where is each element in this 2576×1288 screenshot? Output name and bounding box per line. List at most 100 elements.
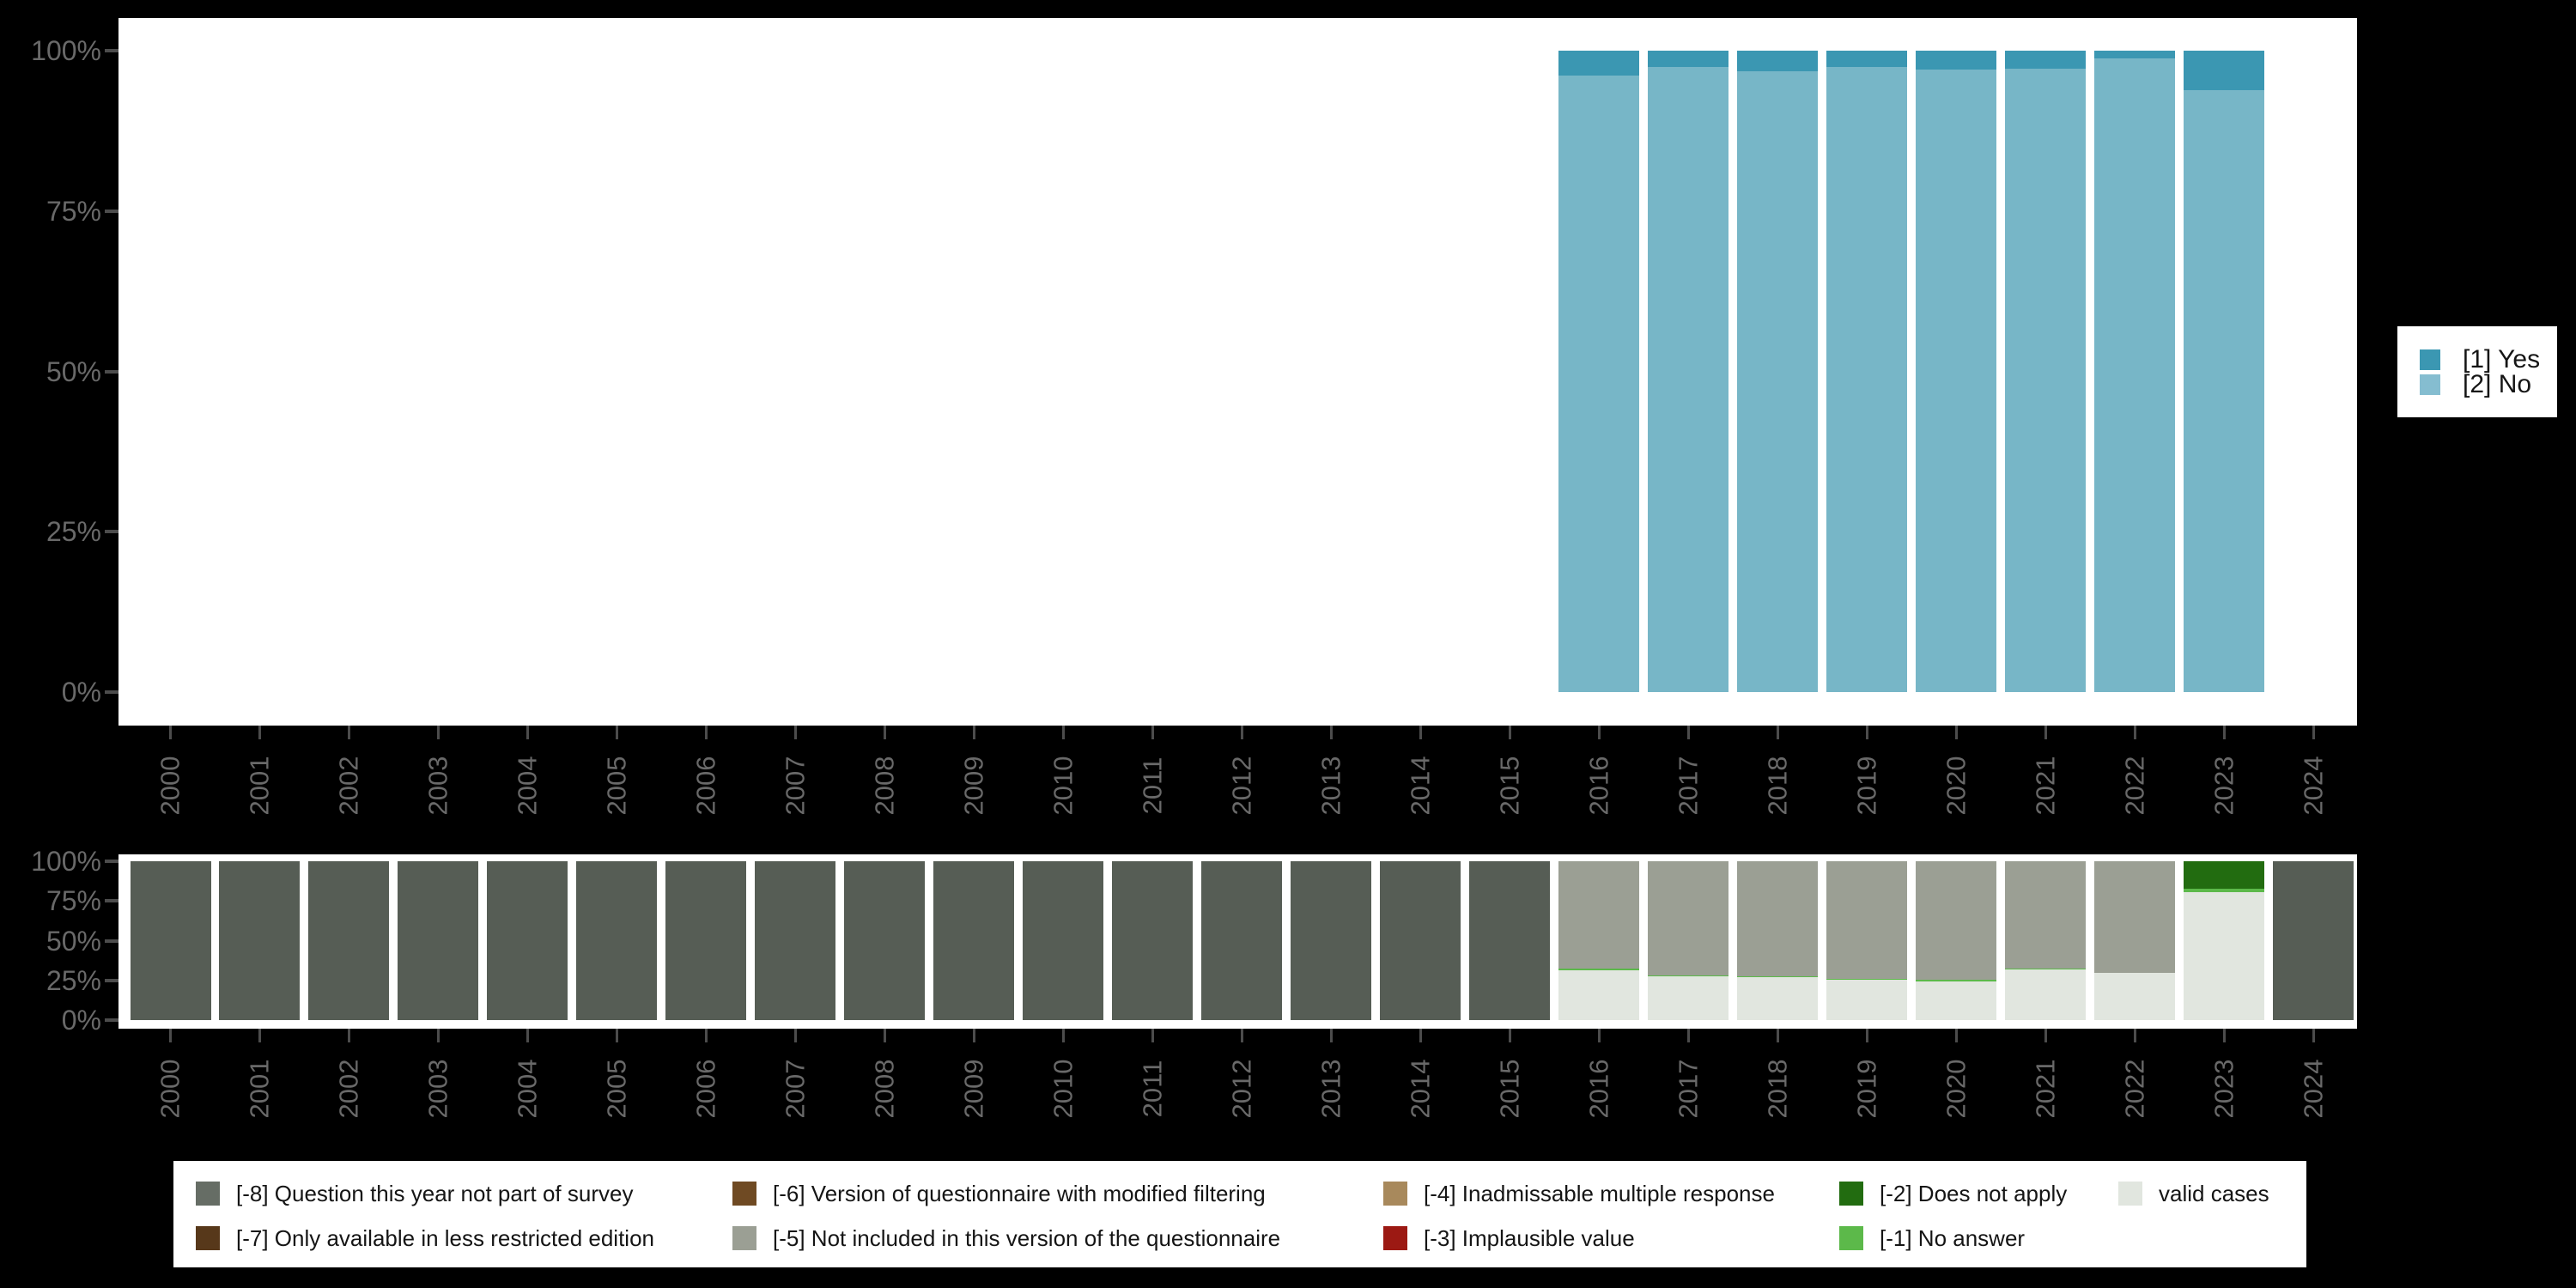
bar-2023	[2184, 51, 2265, 692]
x-axis-tick	[1329, 1029, 1333, 1042]
y-axis-tick	[105, 899, 118, 903]
x-axis-tick-label: 2007	[750, 741, 840, 830]
year-label: 2015	[1494, 756, 1525, 816]
x-axis-tick-label: 2001	[215, 1044, 304, 1133]
x-axis-tick-label: 2019	[1822, 741, 1911, 830]
x-axis-tick-label: 2004	[483, 1044, 572, 1133]
legend-label: [-3] Implausible value	[1424, 1224, 1635, 1251]
x-axis-tick	[1597, 726, 1601, 739]
year-label: 2001	[244, 1059, 275, 1119]
x-axis-tick	[2312, 726, 2315, 739]
bar-2001	[219, 861, 301, 1020]
x-axis-tick-label: 2002	[304, 741, 393, 830]
x-axis-tick-label: 2015	[1465, 1044, 1554, 1133]
year-label: 2002	[333, 1059, 364, 1119]
x-axis-tick-label: 2023	[2179, 741, 2269, 830]
year-label: 2013	[1315, 1059, 1346, 1119]
x-axis-tick-label: 2008	[840, 741, 929, 830]
bar-segment	[1648, 51, 1729, 67]
x-axis-tick-label: 2003	[393, 1044, 483, 1133]
year-label: 2011	[1137, 1060, 1168, 1118]
x-axis-tick	[615, 726, 618, 739]
x-axis-tick	[1240, 1029, 1243, 1042]
legend-item--4: [-4] Inadmissable multiple response	[1383, 1180, 1775, 1206]
legend-swatch	[732, 1226, 756, 1250]
bar-segment	[1737, 70, 1819, 692]
bar-segment	[2005, 861, 2087, 969]
x-axis-tick-label: 2013	[1286, 741, 1376, 830]
bar-segment	[1023, 861, 1104, 1020]
bar-2020	[1916, 51, 1997, 692]
bar-segment	[2184, 889, 2265, 892]
bar-2018	[1737, 861, 1819, 1020]
x-axis-tick	[2044, 726, 2047, 739]
x-axis-tick-label: 2022	[2090, 741, 2179, 830]
x-axis-tick	[1686, 1029, 1690, 1042]
x-axis-tick	[793, 726, 797, 739]
x-axis-tick-label: 2021	[2001, 741, 2090, 830]
year-label: 2017	[1673, 1059, 1704, 1119]
bar-segment	[1916, 979, 1997, 982]
bar-segment	[1558, 969, 1640, 970]
year-label: 2021	[2030, 756, 2061, 816]
year-label: 2008	[869, 756, 900, 816]
x-axis-tick-label: 2012	[1197, 1044, 1286, 1133]
x-axis-tick-label: 2024	[2269, 1044, 2358, 1133]
x-axis-tick-label: 2001	[215, 741, 304, 830]
x-axis-tick-label: 2000	[126, 1044, 216, 1133]
bar-segment	[933, 861, 1015, 1020]
x-axis-tick	[1954, 726, 1958, 739]
bar-segment	[2005, 68, 2087, 692]
x-axis-tick	[1151, 1029, 1154, 1042]
bar-segment	[2005, 969, 2087, 1020]
bar-2013	[1291, 861, 1372, 1020]
legend-label: [-4] Inadmissable multiple response	[1424, 1180, 1775, 1206]
x-axis-tick	[1508, 1029, 1511, 1042]
x-axis-tick-label: 2005	[572, 1044, 661, 1133]
year-label: 2022	[2119, 756, 2150, 816]
x-axis-tick	[1776, 726, 1779, 739]
bar-segment	[1380, 861, 1461, 1020]
year-label: 2010	[1048, 1059, 1078, 1119]
year-label: 2005	[601, 1059, 632, 1119]
bar-segment	[1916, 861, 1997, 980]
bar-2019	[1826, 51, 1908, 692]
legend-swatch	[1839, 1226, 1863, 1250]
bar-2024	[2273, 861, 2354, 1020]
legend-item--3: [-3] Implausible value	[1383, 1224, 1635, 1251]
x-axis-tick	[1151, 726, 1154, 739]
y-axis-tick-label: 0%	[61, 1005, 101, 1036]
bar-2018	[1737, 51, 1819, 692]
bar-segment	[2184, 51, 2265, 91]
bar-segment	[1291, 861, 1372, 1020]
top-chart-plot-area	[118, 18, 2357, 726]
x-axis-tick	[1329, 726, 1333, 739]
bar-2007	[755, 861, 836, 1020]
bar-segment	[1916, 981, 1997, 1020]
x-axis-tick-label: 2011	[1108, 741, 1197, 830]
y-axis-tick-label: 75%	[46, 885, 101, 917]
legend-right: [1] Yes [2] No	[2397, 326, 2557, 417]
bar-segment	[2094, 973, 2176, 1020]
x-axis-tick	[1865, 1029, 1868, 1042]
x-axis-tick	[169, 1029, 172, 1042]
year-label: 2021	[2030, 1059, 2061, 1119]
bar-2017	[1648, 51, 1729, 692]
y-axis-tick	[105, 978, 118, 982]
y-axis-tick	[105, 530, 118, 534]
x-axis-tick	[169, 726, 172, 739]
bar-segment	[2094, 51, 2176, 58]
y-axis-tick	[105, 209, 118, 213]
x-axis-tick-label: 2023	[2179, 1044, 2269, 1133]
x-axis-tick-label: 2017	[1643, 741, 1733, 830]
year-label: 2007	[780, 1059, 811, 1119]
y-axis-tick-label: 50%	[46, 355, 101, 387]
year-label: 2009	[958, 1059, 989, 1119]
year-label: 2004	[512, 756, 543, 816]
x-axis-tick	[1597, 1029, 1601, 1042]
x-axis-tick	[347, 726, 350, 739]
year-label: 2020	[1941, 756, 1971, 816]
x-axis-tick-label: 2010	[1018, 741, 1108, 830]
x-axis-tick-label: 2020	[1911, 1044, 2001, 1133]
year-label: 2014	[1405, 1059, 1436, 1119]
